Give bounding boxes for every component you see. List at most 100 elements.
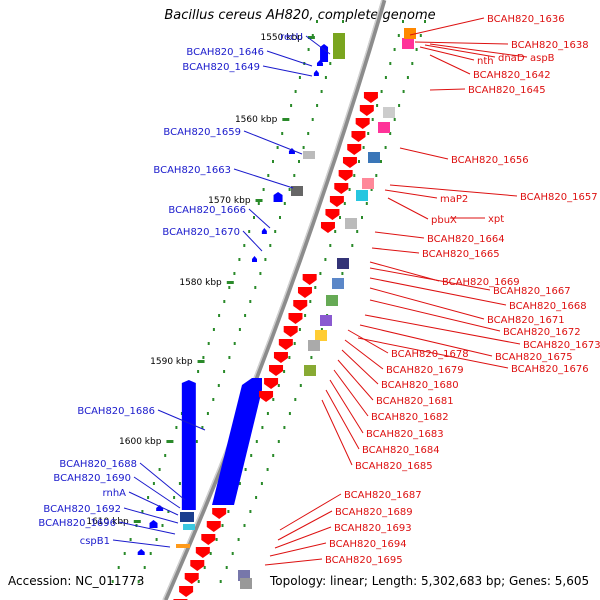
right-gene-label: BCAH820_1673 [523,340,600,351]
track-dot [248,230,251,233]
track-dot [167,510,170,513]
minus-strand-gene [320,44,329,62]
gene-block [383,107,395,118]
track-dot [384,76,387,79]
left-gene-label: BCAH820_1666 [168,205,246,216]
track-dot [310,356,313,359]
scale-tick-label: 1560 kbp [235,115,278,125]
track-dot [339,216,341,219]
track-dot [320,328,323,331]
right-label-connector [341,349,379,385]
right-gene-label: BCAH820_1681 [376,396,454,407]
track-dot [351,244,354,247]
track-dot [293,342,296,345]
track-dot [411,62,414,65]
plus-strand-gene [278,339,293,350]
map-title: Bacillus cereus AH820, complete genome [164,8,436,23]
genome-axis-highlight [162,0,383,600]
scale-tick [133,520,141,523]
right-gene-label: xpt [488,214,504,225]
minus-strand-gene [273,192,283,202]
track-dot [238,328,241,331]
track-dot [380,90,383,93]
track-dot [123,552,126,555]
left-label-connector [233,168,294,189]
track-dot [201,426,204,429]
track-dot [231,552,234,555]
track-dot [294,90,297,93]
track-dot [276,146,279,149]
plus-strand-gene [269,365,284,376]
track-dot [329,62,332,65]
right-label-connector [414,41,509,45]
track-dot [249,510,252,513]
track-dot [203,566,206,569]
track-dot [384,146,387,149]
track-dot [228,356,231,359]
plus-strand-gene [293,300,308,311]
right-label-connector [279,493,342,531]
left-gene-label: BCAH820_1659 [163,127,241,138]
minus-strand-gene [261,228,267,234]
track-dot [393,118,396,121]
minus-strand-gene [212,378,262,505]
plus-strand-gene [351,131,366,142]
track-dot [244,314,247,317]
track-dot [261,426,264,429]
track-dot [254,286,257,289]
track-dot [215,538,218,541]
plus-strand-gene [347,144,362,155]
track-dot [288,412,291,415]
track-dot [288,188,291,191]
gene-block [303,151,315,159]
right-label-connector [333,369,369,417]
track-dot [341,272,344,275]
left-gene-label: BCAH820_1649 [182,62,260,73]
left-gene-label: recU [280,32,303,43]
track-dot [259,272,262,275]
track-dot [164,454,167,457]
scale-tick [282,118,290,121]
left-label-connector [262,65,313,77]
scale-tick [197,360,205,363]
track-dot [329,244,332,247]
right-label-connector [389,184,518,197]
track-dot [361,216,363,219]
track-dot [228,286,231,289]
track-dot [342,20,344,23]
minus-strand-gene [149,520,158,528]
track-dot [294,398,297,401]
plus-strand-gene [338,170,353,181]
right-gene-label: BCAH820_1683 [366,429,444,440]
track-dot [302,146,305,149]
right-gene-label: BCAH820_1679 [386,365,464,376]
track-dot [398,104,401,107]
gene-block [333,33,345,59]
right-label-connector [369,261,440,282]
scale-tick-label: 1550 kbp [260,33,303,43]
minus-strand-gene [252,256,258,262]
right-gene-label: BCAH820_1669 [442,277,520,288]
right-gene-label: BCAH820_1680 [381,380,459,391]
right-gene-label: dnaD [498,53,525,64]
track-dot [375,174,378,177]
track-dot [298,328,301,331]
left-gene-label: BCAH820_1646 [186,47,264,58]
track-dot [141,510,144,513]
track-dot [227,510,230,513]
gene-block [240,578,252,589]
right-label-connector [429,43,528,58]
right-gene-label: BCAH820_1657 [520,192,598,203]
left-label-connector [118,521,176,535]
track-dot [358,160,360,163]
track-dot [260,482,263,485]
track-dot [307,48,310,51]
track-dot [223,300,226,303]
track-dot [283,370,286,373]
right-gene-label: BCAH820_1667 [493,286,571,297]
track-dot [288,356,291,359]
left-gene-label: BCAH820_1663 [153,165,231,176]
plus-strand-gene [363,92,378,103]
track-dot [370,188,373,191]
minus-strand-gene [156,505,164,511]
